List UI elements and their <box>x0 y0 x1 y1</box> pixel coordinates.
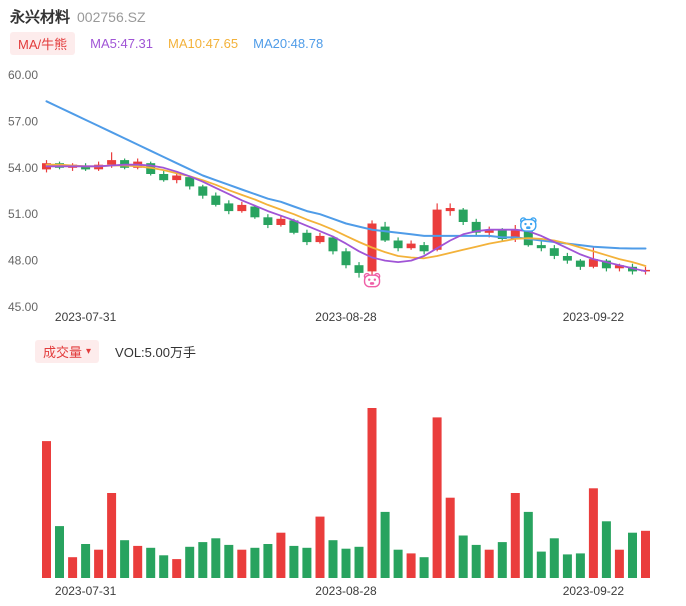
volume-value: VOL:5.00万手 <box>115 345 196 360</box>
ma-legend: MA/牛熊 MA5:47.31 MA10:47.65 MA20:48.78 <box>10 32 323 55</box>
bull-marker-icon[interactable] <box>519 217 537 232</box>
candles-group <box>42 152 650 278</box>
svg-text:45.00: 45.00 <box>8 300 38 314</box>
volume-chart[interactable]: 2023-07-31 2023-08-28 2023-09-22 <box>0 366 686 606</box>
svg-text:60.00: 60.00 <box>8 68 38 82</box>
volume-selector-label: 成交量 <box>43 345 83 360</box>
x-axis-labels: 2023-07-31 2023-08-28 2023-09-22 <box>55 310 625 324</box>
svg-text:57.00: 57.00 <box>8 114 38 128</box>
ma20-line <box>45 100 647 250</box>
svg-text:2023-09-22: 2023-09-22 <box>563 310 625 324</box>
ma10-line <box>45 163 647 267</box>
svg-text:48.00: 48.00 <box>8 254 38 268</box>
svg-text:2023-08-28: 2023-08-28 <box>315 584 377 598</box>
ma5-value: MA5:47.31 <box>90 36 153 51</box>
svg-text:2023-07-31: 2023-07-31 <box>55 310 117 324</box>
ma5-line <box>45 163 647 273</box>
volume-bars-group <box>42 408 650 578</box>
ma10-value: MA10:47.65 <box>168 36 239 51</box>
svg-text:2023-09-22: 2023-09-22 <box>563 584 625 598</box>
svg-text:54.00: 54.00 <box>8 161 38 175</box>
ma-bullbear-selector[interactable]: MA/牛熊 <box>10 32 76 55</box>
header: 永兴材料 002756.SZ <box>10 6 146 27</box>
svg-text:2023-07-31: 2023-07-31 <box>55 584 117 598</box>
y-axis-labels: 60.00 57.00 54.00 51.00 48.00 45.00 <box>8 68 38 314</box>
stock-code: 002756.SZ <box>77 9 146 25</box>
bear-marker-icon[interactable] <box>363 272 381 288</box>
ma20-value: MA20:48.78 <box>253 36 324 51</box>
stock-name: 永兴材料 <box>10 9 71 26</box>
svg-text:2023-08-28: 2023-08-28 <box>315 310 377 324</box>
volume-selector[interactable]: 成交量 ▾ <box>35 340 100 363</box>
volume-x-axis-labels: 2023-07-31 2023-08-28 2023-09-22 <box>55 584 625 598</box>
dropdown-arrow-icon: ▾ <box>86 345 92 357</box>
svg-text:51.00: 51.00 <box>8 207 38 221</box>
candlestick-chart[interactable]: 60.00 57.00 54.00 51.00 48.00 45.00 2023-07-31… <box>0 58 686 324</box>
volume-legend: 成交量 ▾ VOL:5.00万手 <box>35 340 196 363</box>
